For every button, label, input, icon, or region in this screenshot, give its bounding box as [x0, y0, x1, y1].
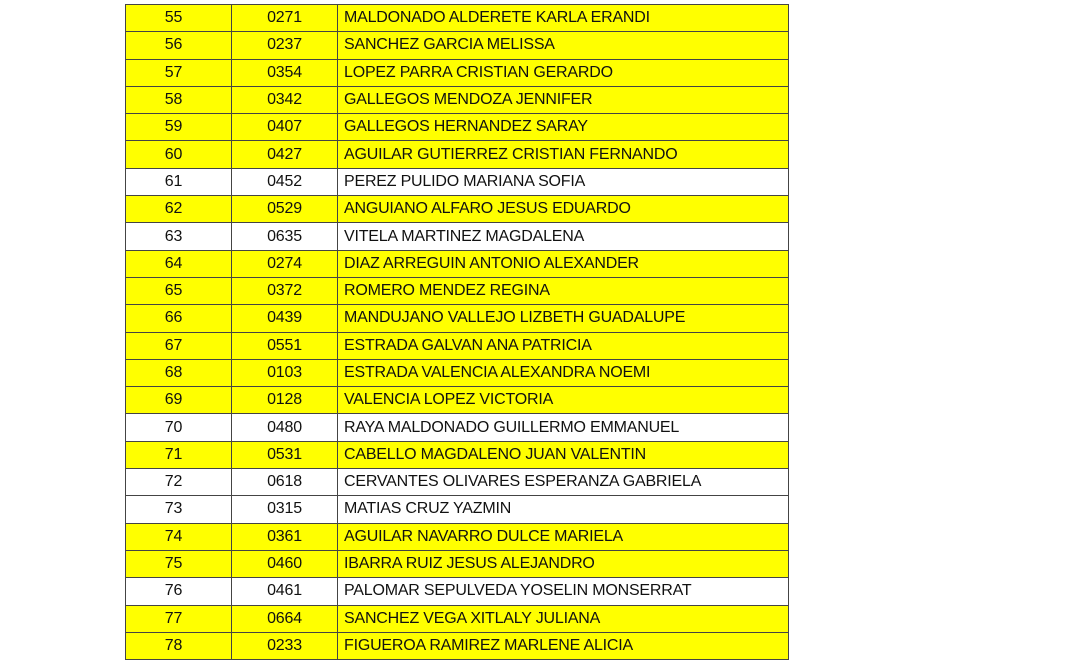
student-code: 0103 [232, 359, 338, 387]
student-name: AGUILAR GUTIERREZ CRISTIAN FERNANDO [344, 145, 678, 163]
table-row: 70 0480 RAYA MALDONADO GUILLERMO EMMANUEL [126, 414, 788, 442]
student-code: 0551 [232, 332, 338, 359]
table-row: 55 0271 MALDONADO ALDERETE KARLA ERANDI [126, 5, 788, 33]
student-name: MALDONADO ALDERETE KARLA ERANDI [344, 9, 650, 27]
student-code: 0452 [232, 168, 338, 196]
row-number: 57 [126, 59, 232, 86]
row-number: 78 [126, 632, 232, 660]
table-row: 76 0461 PALOMAR SEPULVEDA YOSELIN MONSERRA… [126, 578, 788, 606]
row-number: 72 [126, 469, 232, 496]
row-number: 59 [126, 114, 232, 141]
student-code: 0274 [232, 250, 338, 277]
table-row: 64 0274 DIAZ ARREGUIN ANTONIO ALEXANDER [126, 250, 788, 278]
student-code: 0529 [232, 196, 338, 223]
row-number: 64 [126, 250, 232, 277]
student-name: RAYA MALDONADO GUILLERMO EMMANUEL [344, 418, 680, 436]
table-row: 60 0427 AGUILAR GUTIERREZ CRISTIAN FERNAND… [126, 141, 788, 169]
student-name: GALLEGOS MENDOZA JENNIFER [344, 91, 593, 109]
student-code: 0271 [232, 5, 338, 32]
row-number: 69 [126, 387, 232, 414]
student-name: ANGUIANO ALFARO JESUS EDUARDO [344, 200, 631, 218]
table-row: 68 0103 ESTRADA VALENCIA ALEXANDRA NOEMI [126, 359, 788, 388]
student-code: 0407 [232, 114, 338, 141]
student-name: PALOMAR SEPULVEDA YOSELIN MONSERRAT [344, 582, 692, 600]
student-name: ROMERO MENDEZ REGINA [344, 282, 550, 300]
student-code: 0372 [232, 277, 338, 305]
student-name: AGUILAR NAVARRO DULCE MARIELA [344, 527, 624, 545]
row-number: 67 [126, 332, 232, 359]
table-row: 57 0354 LOPEZ PARRA CRISTIAN GERARDO [126, 59, 788, 87]
row-number: 60 [126, 141, 232, 168]
table-row: 74 0361 AGUILAR NAVARRO DULCE MARIELA [126, 523, 788, 551]
student-code: 0128 [232, 387, 338, 414]
student-name: DIAZ ARREGUIN ANTONIO ALEXANDER [344, 254, 639, 272]
table-row: 73 0315 MATIAS CRUZ YAZMIN [126, 496, 788, 524]
table-row: 58 0342 GALLEGOS MENDOZA JENNIFER [126, 86, 788, 115]
table-row: 66 0439 MANDUJANO VALLEJO LIZBETH GUADALUP… [126, 305, 788, 333]
student-name: ESTRADA VALENCIA ALEXANDRA NOEMI [344, 364, 651, 381]
student-name: GALLEGOS HERNANDEZ SARAY [344, 118, 588, 136]
row-number: 68 [126, 359, 232, 387]
student-code: 0361 [232, 523, 338, 550]
student-code: 0354 [232, 59, 338, 86]
student-name: CERVANTES OLIVARES ESPERANZA GABRIELA [344, 473, 702, 491]
student-name: FIGUEROA RAMIREZ MARLENE ALICIA [344, 636, 633, 654]
student-code: 0664 [232, 605, 338, 632]
student-name: MANDUJANO VALLEJO LIZBETH GUADALUPE [344, 309, 686, 327]
row-number: 63 [126, 223, 232, 250]
student-name: SANCHEZ VEGA XITLALY JULIANA [344, 609, 601, 627]
table-row: 69 0128 VALENCIA LOPEZ VICTORIA [126, 387, 788, 415]
student-name: CABELLO MAGDALENO JUAN VALENTIN [344, 445, 647, 463]
student-code: 0618 [232, 469, 338, 496]
row-number: 58 [126, 86, 232, 114]
student-code: 0315 [232, 496, 338, 523]
student-name: PEREZ PULIDO MARIANA SOFIA [344, 172, 586, 190]
row-number: 56 [126, 32, 232, 59]
student-code: 0439 [232, 305, 338, 332]
row-number: 76 [126, 578, 232, 605]
student-name: IBARRA RUIZ JESUS ALEJANDRO [344, 555, 595, 573]
student-code: 0342 [232, 86, 338, 114]
table-row: 72 0618 CERVANTES OLIVARES ESPERANZA GABRI… [126, 469, 788, 497]
table-row: 56 0237 SANCHEZ GARCIA MELISSA [126, 32, 788, 60]
table-row: 61 0452 PEREZ PULIDO MARIANA SOFIA [126, 168, 788, 197]
student-code: 0461 [232, 578, 338, 605]
row-number: 77 [126, 605, 232, 632]
row-number: 65 [126, 277, 232, 305]
row-number: 74 [126, 523, 232, 550]
student-name: VITELA MARTINEZ MAGDALENA [344, 227, 585, 245]
row-number: 75 [126, 550, 232, 578]
student-name: LOPEZ PARRA CRISTIAN GERARDO [344, 63, 613, 81]
student-code: 0531 [232, 441, 338, 469]
row-number: 71 [126, 441, 232, 469]
table-row: 65 0372 ROMERO MENDEZ REGINA [126, 277, 788, 306]
table-row: 71 0531 CABELLO MAGDALENO JUAN VALENTIN [126, 441, 788, 470]
table-row: 59 0407 GALLEGOS HERNANDEZ SARAY [126, 114, 788, 142]
student-code: 0460 [232, 550, 338, 578]
table-row: 63 0635 VITELA MARTINEZ MAGDALENA [126, 223, 788, 251]
student-name: ESTRADA GALVAN ANA PATRICIA [344, 336, 592, 354]
row-number: 70 [126, 414, 232, 441]
table-row: 62 0529 ANGUIANO ALFARO JESUS EDUARDO [126, 196, 788, 224]
student-table: 55 0271 MALDONADO ALDERETE KARLA ERANDI 56 0… [125, 4, 789, 660]
student-name: SANCHEZ GARCIA MELISSA [344, 36, 555, 54]
table-row: 75 0460 IBARRA RUIZ JESUS ALEJANDRO [126, 550, 788, 579]
row-number: 55 [126, 5, 232, 32]
table-row: 78 0233 FIGUEROA RAMIREZ MARLENE ALICIA [126, 632, 788, 660]
row-number: 61 [126, 168, 232, 196]
row-number: 62 [126, 196, 232, 223]
student-code: 0233 [232, 632, 338, 660]
student-code: 0480 [232, 414, 338, 441]
student-name: MATIAS CRUZ YAZMIN [344, 500, 512, 518]
table-row: 77 0664 SANCHEZ VEGA XITLALY JULIANA [126, 605, 788, 633]
student-code: 0237 [232, 32, 338, 59]
row-number: 73 [126, 496, 232, 523]
table-row: 67 0551 ESTRADA GALVAN ANA PATRICIA [126, 332, 788, 360]
row-number: 66 [126, 305, 232, 332]
student-code: 0635 [232, 223, 338, 250]
student-name: VALENCIA LOPEZ VICTORIA [344, 391, 554, 409]
student-code: 0427 [232, 141, 338, 168]
